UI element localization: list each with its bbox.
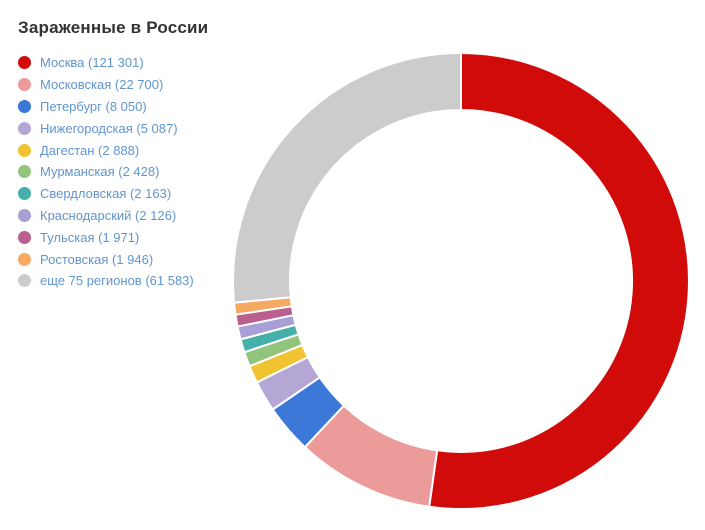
legend-color-dot [18, 78, 31, 92]
legend-label: Мурманская (2 428) [40, 164, 160, 180]
legend-color-dot [18, 143, 31, 157]
donut-slice-1[interactable] [428, 52, 690, 510]
donut-slice-11[interactable] [232, 52, 462, 304]
legend-label: Московская (22 700) [40, 77, 164, 93]
legend: Москва (121 301) Московская (22 700) Петер… [18, 52, 194, 292]
legend-label: Петербург (8 050) [40, 98, 147, 114]
legend-item[interactable]: Нижегородская (5 087) [18, 117, 194, 139]
legend-label: еще 75 регионов (61 583) [40, 273, 194, 289]
legend-label: Тульская (1 971) [40, 229, 140, 245]
legend-label: Москва (121 301) [40, 55, 144, 71]
legend-item[interactable]: Мурманская (2 428) [18, 161, 194, 183]
legend-color-dot [18, 187, 31, 201]
legend-item[interactable]: Петербург (8 050) [18, 96, 194, 118]
legend-label: Ростовская (1 946) [40, 251, 154, 267]
legend-color-dot [18, 56, 31, 70]
legend-item[interactable]: Московская (22 700) [18, 74, 194, 96]
legend-item[interactable]: Дагестан (2 888) [18, 139, 194, 161]
legend-item[interactable]: Тульская (1 971) [18, 226, 194, 248]
legend-label: Дагестан (2 888) [40, 142, 140, 158]
legend-color-dot [18, 274, 31, 288]
legend-item[interactable]: Ростовская (1 946) [18, 248, 194, 270]
legend-label: Свердловская (2 163) [40, 186, 172, 202]
legend-color-dot [18, 252, 31, 266]
legend-item[interactable]: Москва (121 301) [18, 52, 194, 74]
chart-title: Зараженные в России [18, 18, 209, 37]
legend-item[interactable]: Краснодарский (2 126) [18, 205, 194, 227]
legend-item[interactable]: еще 75 регионов (61 583) [18, 270, 194, 292]
legend-color-dot [18, 208, 31, 222]
legend-color-dot [18, 121, 31, 135]
legend-color-dot [18, 99, 31, 113]
legend-color-dot [18, 165, 31, 179]
legend-label: Краснодарский (2 126) [40, 207, 177, 223]
legend-label: Нижегородская (5 087) [40, 120, 178, 136]
legend-item[interactable]: Свердловская (2 163) [18, 183, 194, 205]
legend-color-dot [18, 230, 31, 244]
